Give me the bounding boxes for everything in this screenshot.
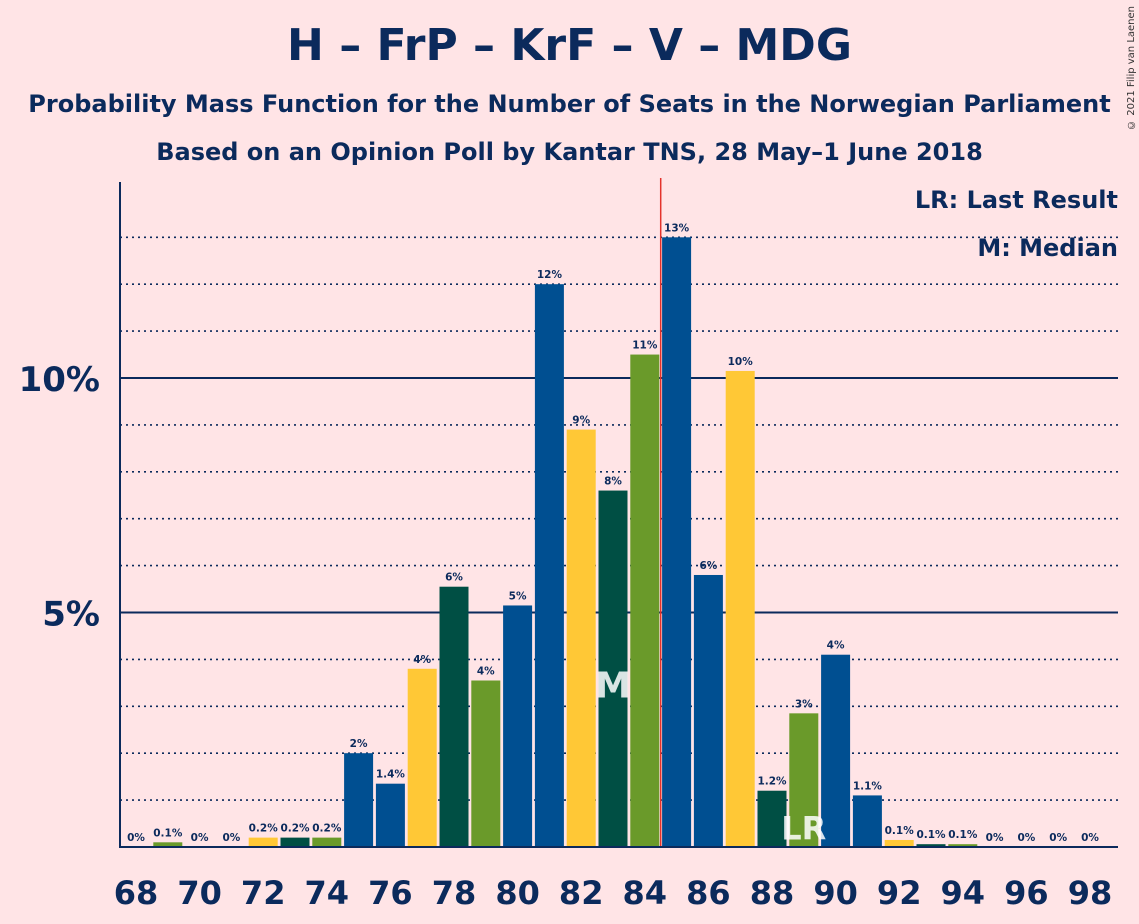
bar-label-72: 0.2% [249,823,279,835]
bar-label-90: 4% [827,640,845,652]
bar-label-96: 0% [1017,832,1035,844]
bar-78 [439,586,469,847]
bar-label-88: 1.2% [757,776,787,788]
bar-label-85: 13% [664,222,690,234]
bar-77 [407,668,437,847]
bar-label-78: 6% [445,572,463,584]
bar-label-77: 4% [413,654,431,666]
bar-label-84: 11% [632,340,658,352]
bar-86 [693,574,723,847]
bar-label-76: 1.4% [376,769,406,781]
bar-89 [789,713,819,847]
bar-91 [852,795,882,847]
bar-label-68: 0% [127,832,145,844]
bar-75 [344,753,374,847]
legend-last-result: LR: Last Result [914,186,1118,214]
x-tick-label: 90 [813,874,858,912]
x-tick-label: 84 [623,874,668,912]
bar-79 [471,680,501,847]
bar-label-89: 3% [795,698,813,710]
bar-label-94: 0.1% [948,829,978,841]
bar-label-86: 6% [699,560,717,572]
bar-90 [821,654,851,847]
bar-label-70: 0% [191,832,209,844]
bar-76 [375,783,405,847]
bar-94 [948,844,978,847]
bar-label-71: 0% [222,832,240,844]
chart-subtitle: Probability Mass Function for the Number… [28,90,1111,118]
bar-label-73: 0.2% [280,823,310,835]
last-result-marker: LR [781,809,826,847]
bar-label-95: 0% [986,832,1004,844]
x-tick-label: 94 [941,874,986,912]
x-tick-label: 76 [368,874,413,912]
bar-72 [248,837,278,847]
bar-85 [662,237,692,848]
bar-73 [280,837,310,847]
bar-label-75: 2% [350,738,368,750]
bar-label-87: 10% [728,356,754,368]
bar-label-74: 0.2% [312,823,342,835]
chart-source: Based on an Opinion Poll by Kantar TNS, … [156,138,983,166]
bar-81 [534,284,564,847]
bar-label-98: 0% [1081,832,1099,844]
bar-80 [503,605,533,847]
bar-93 [916,844,946,847]
bar-label-69: 0.1% [153,827,183,839]
bar-label-81: 12% [537,269,563,281]
bar-69 [153,842,183,847]
x-tick-label: 72 [241,874,286,912]
bar-74 [312,837,342,847]
chart-title: H – FrP – KrF – V – MDG [287,20,852,71]
bar-label-79: 4% [477,666,495,678]
x-tick-label: 80 [495,874,540,912]
x-tick-label: 96 [1004,874,1049,912]
x-tick-label: 78 [432,874,477,912]
bar-label-82: 9% [572,415,590,427]
x-tick-label: 74 [305,874,350,912]
x-tick-label: 92 [877,874,922,912]
x-tick-label: 82 [559,874,604,912]
bar-92 [884,839,914,847]
median-marker: M [595,665,631,706]
bar-label-93: 0.1% [916,829,946,841]
x-tick-label: 70 [177,874,222,912]
x-tick-label: 86 [686,874,731,912]
bar-84 [630,354,660,847]
x-tick-label: 68 [114,874,159,912]
bar-88 [757,790,787,847]
y-tick-label: 5% [42,595,100,635]
bar-label-91: 1.1% [853,780,883,792]
bar-label-83: 8% [604,476,622,488]
bar-87 [725,370,755,847]
x-tick-label: 88 [750,874,795,912]
bar-label-80: 5% [509,590,527,602]
y-tick-label: 10% [19,360,100,400]
bar-label-92: 0.1% [885,825,915,837]
bar-label-97: 0% [1049,832,1067,844]
x-tick-label: 98 [1068,874,1113,912]
legend-median: M: Median [977,234,1118,262]
bar-83 [598,490,628,847]
bar-82 [566,429,596,847]
